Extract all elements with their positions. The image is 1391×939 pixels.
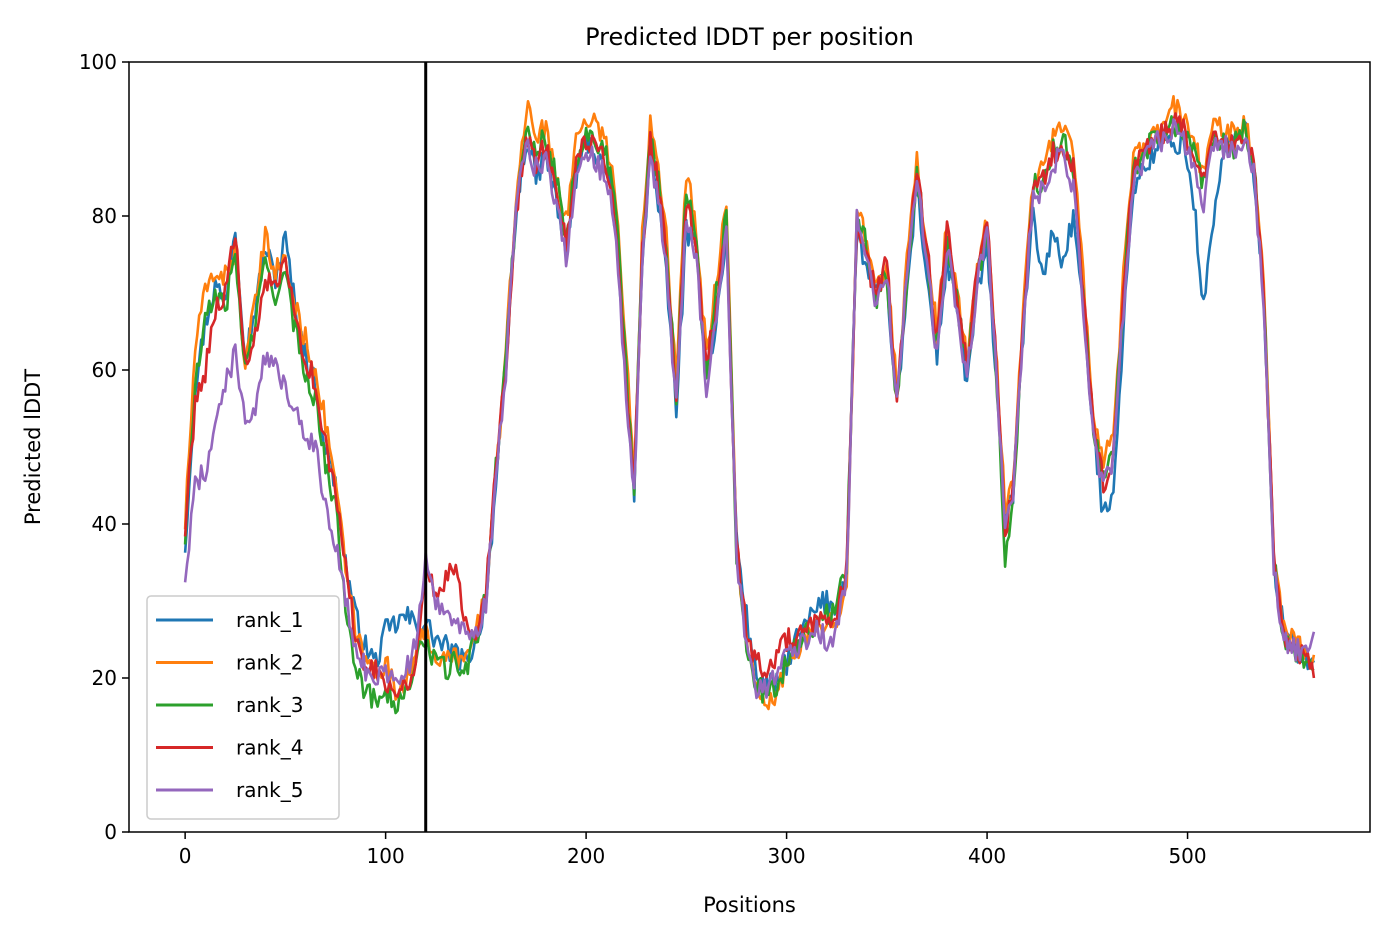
y-axis-ticks: 0 20 40 60 80 100 xyxy=(79,50,129,844)
legend-box xyxy=(146,595,340,820)
y-tick-label: 60 xyxy=(92,358,117,382)
legend-label-rank_1: rank_1 xyxy=(236,608,303,632)
legend-label-rank_2: rank_2 xyxy=(236,651,303,675)
y-tick-label: 40 xyxy=(92,512,117,536)
y-axis-label: Predicted lDDT xyxy=(21,369,45,525)
y-tick-label: 20 xyxy=(92,666,117,690)
chart-title: Predicted lDDT per position xyxy=(585,23,914,51)
x-tick-label: 500 xyxy=(1168,844,1206,868)
x-axis-label: Positions xyxy=(703,893,796,917)
x-axis-ticks: 0 100 200 300 400 500 xyxy=(179,832,1207,868)
legend-label-rank_5: rank_5 xyxy=(236,778,303,802)
legend-label-rank_3: rank_3 xyxy=(236,693,303,717)
series-layer xyxy=(183,95,1316,715)
x-tick-label: 0 xyxy=(179,844,192,868)
y-tick-label: 0 xyxy=(104,820,117,844)
legend-label-rank_4: rank_4 xyxy=(236,736,303,760)
y-tick-label: 80 xyxy=(92,204,117,228)
x-tick-label: 300 xyxy=(767,844,805,868)
x-tick-label: 400 xyxy=(968,844,1006,868)
legend: rank_1 rank_2 rank_3 rank_4 rank_5 xyxy=(146,595,340,820)
plot-area-frame xyxy=(128,61,1371,833)
x-tick-label: 100 xyxy=(367,844,405,868)
y-tick-label: 100 xyxy=(79,50,117,74)
series-line-rank_2 xyxy=(183,95,1316,711)
series-line-rank_5 xyxy=(183,118,1316,700)
x-tick-label: 200 xyxy=(567,844,605,868)
